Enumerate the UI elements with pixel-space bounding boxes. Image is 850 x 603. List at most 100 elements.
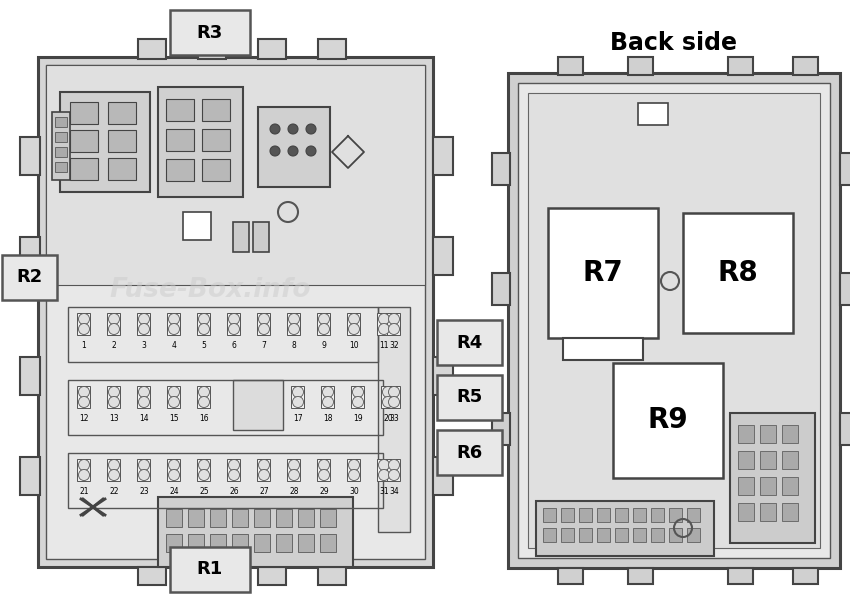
Bar: [738, 451, 754, 469]
Bar: [138, 39, 166, 59]
Bar: [20, 457, 40, 495]
Text: 5: 5: [201, 341, 207, 350]
Circle shape: [306, 124, 316, 134]
Circle shape: [319, 314, 330, 324]
Circle shape: [288, 314, 299, 324]
Circle shape: [353, 387, 364, 397]
Circle shape: [139, 459, 150, 470]
Bar: [202, 99, 230, 121]
Bar: [258, 107, 330, 187]
Circle shape: [382, 387, 394, 397]
Bar: [158, 497, 353, 567]
Bar: [536, 501, 714, 556]
Bar: [388, 386, 400, 408]
Bar: [2, 255, 57, 300]
Bar: [232, 509, 248, 527]
Circle shape: [322, 397, 333, 408]
Bar: [782, 477, 798, 495]
Bar: [433, 237, 453, 275]
Text: 18: 18: [323, 414, 332, 423]
Circle shape: [168, 387, 179, 397]
Circle shape: [78, 459, 89, 470]
Bar: [633, 528, 646, 542]
Circle shape: [288, 323, 299, 335]
Bar: [730, 413, 815, 543]
Bar: [258, 39, 286, 59]
Bar: [298, 509, 314, 527]
Bar: [167, 313, 180, 335]
Bar: [437, 430, 502, 475]
Bar: [233, 380, 283, 430]
Circle shape: [270, 146, 280, 156]
Bar: [166, 509, 182, 527]
Circle shape: [258, 314, 269, 324]
Circle shape: [319, 323, 330, 335]
Bar: [228, 459, 241, 481]
Text: 26: 26: [230, 487, 239, 496]
Circle shape: [139, 387, 150, 397]
Bar: [70, 102, 98, 124]
Bar: [382, 386, 394, 408]
Bar: [70, 130, 98, 152]
Bar: [437, 320, 502, 365]
Bar: [254, 534, 270, 552]
Bar: [348, 313, 360, 335]
Bar: [46, 65, 425, 285]
Circle shape: [199, 314, 209, 324]
Circle shape: [306, 146, 316, 156]
Text: 16: 16: [199, 414, 209, 423]
Circle shape: [378, 470, 389, 481]
Bar: [138, 313, 150, 335]
Text: R8: R8: [717, 259, 758, 287]
Text: 2: 2: [111, 341, 116, 350]
Circle shape: [292, 387, 303, 397]
Circle shape: [288, 470, 299, 481]
Circle shape: [258, 459, 269, 470]
Bar: [170, 547, 250, 592]
Circle shape: [109, 314, 120, 324]
Circle shape: [109, 459, 120, 470]
Bar: [77, 459, 90, 481]
Text: 10: 10: [349, 341, 359, 350]
Bar: [318, 567, 346, 585]
Bar: [258, 459, 270, 481]
Text: 4: 4: [172, 341, 177, 350]
Bar: [138, 567, 166, 585]
Bar: [253, 222, 269, 252]
Bar: [793, 57, 818, 75]
Bar: [233, 222, 249, 252]
Bar: [55, 117, 67, 127]
Bar: [55, 132, 67, 142]
Circle shape: [78, 323, 89, 335]
Bar: [687, 528, 700, 542]
Bar: [158, 87, 243, 197]
Bar: [492, 153, 510, 185]
Bar: [68, 453, 383, 508]
Bar: [683, 213, 793, 333]
Bar: [378, 307, 410, 532]
Bar: [38, 57, 433, 567]
Bar: [738, 425, 754, 443]
Text: 19: 19: [354, 414, 363, 423]
Bar: [728, 57, 753, 75]
Bar: [433, 457, 453, 495]
Bar: [52, 112, 70, 180]
Text: 11: 11: [379, 341, 388, 350]
Bar: [687, 508, 700, 522]
Bar: [107, 459, 121, 481]
Bar: [840, 413, 850, 445]
Text: 7: 7: [262, 341, 266, 350]
Text: 8: 8: [292, 341, 297, 350]
Bar: [320, 509, 336, 527]
Bar: [352, 386, 365, 408]
Circle shape: [288, 146, 298, 156]
Circle shape: [388, 459, 399, 470]
Bar: [292, 386, 304, 408]
Bar: [166, 99, 194, 121]
Circle shape: [229, 459, 240, 470]
Bar: [258, 567, 286, 585]
Text: 1: 1: [82, 341, 87, 350]
Text: R4: R4: [456, 333, 483, 352]
Bar: [782, 503, 798, 521]
Circle shape: [199, 459, 209, 470]
